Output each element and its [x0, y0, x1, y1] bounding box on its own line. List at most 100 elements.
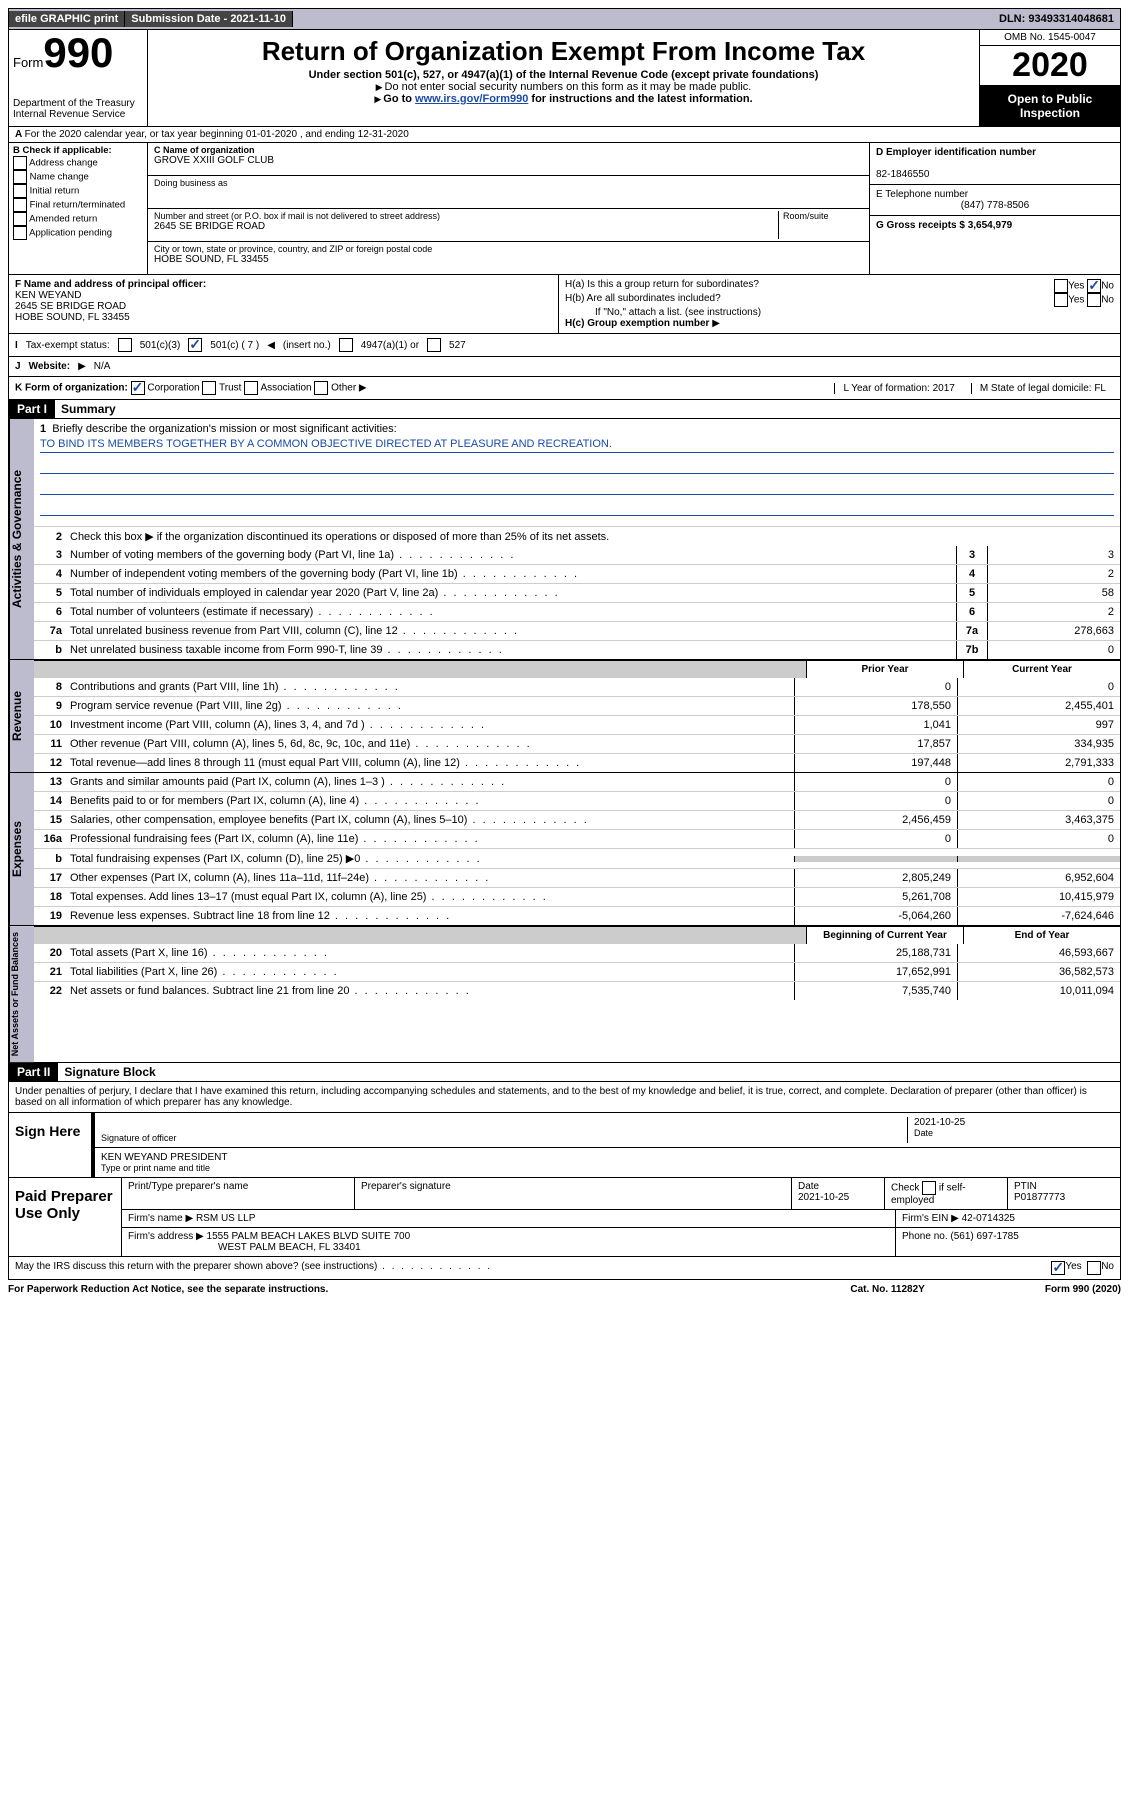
- website-value: N/A: [94, 361, 111, 372]
- sig-date-label: Date: [914, 1128, 1114, 1138]
- discuss-yes[interactable]: [1051, 1261, 1065, 1275]
- opt-other[interactable]: [314, 381, 328, 395]
- title: Return of Organization Exempt From Incom…: [152, 36, 975, 67]
- data-line: 9Program service revenue (Part VIII, lin…: [34, 696, 1120, 715]
- data-line: 15Salaries, other compensation, employee…: [34, 810, 1120, 829]
- form-header: Form990 Department of the Treasury Inter…: [8, 30, 1121, 127]
- k-row: K Form of organization: Corporation Trus…: [8, 377, 1121, 400]
- c-name-label: C Name of organization: [154, 145, 255, 155]
- self-employed-check[interactable]: [922, 1181, 936, 1195]
- org-name: GROVE XXIII GOLF CLUB: [154, 155, 863, 166]
- prep-date: 2021-10-25: [798, 1192, 849, 1203]
- mission-text: TO BIND ITS MEMBERS TOGETHER BY A COMMON…: [40, 438, 1114, 453]
- data-line: 16aProfessional fundraising fees (Part I…: [34, 829, 1120, 848]
- b-label: B Check if applicable:: [13, 145, 112, 156]
- vtab-net: Net Assets or Fund Balances: [9, 926, 34, 1062]
- vtab-rev: Revenue: [9, 660, 34, 772]
- firm-addr-label: Firm's address ▶: [128, 1231, 204, 1242]
- year-formation: L Year of formation: 2017: [834, 383, 962, 394]
- opt-501c3[interactable]: [118, 338, 132, 352]
- firm-ein: 42-0714325: [962, 1213, 1015, 1224]
- data-line: 11Other revenue (Part VIII, column (A), …: [34, 734, 1120, 753]
- part2-label: Part II: [9, 1063, 58, 1081]
- topbar: efile GRAPHIC print Submission Date - 20…: [8, 8, 1121, 30]
- declaration: Under penalties of perjury, I declare th…: [8, 1082, 1121, 1113]
- footer-left: For Paperwork Reduction Act Notice, see …: [8, 1284, 850, 1295]
- ha-yes[interactable]: [1054, 279, 1068, 293]
- footer-right: Form 990 (2020): [1045, 1284, 1121, 1295]
- officer-addr2: HOBE SOUND, FL 33455: [15, 312, 130, 323]
- footer: For Paperwork Reduction Act Notice, see …: [8, 1280, 1121, 1299]
- hc-label: H(c) Group exemption number: [565, 318, 709, 329]
- preparer-block: Paid Preparer Use Only Print/Type prepar…: [8, 1178, 1121, 1257]
- opt-pending[interactable]: Application pending: [13, 226, 143, 240]
- opt-501c[interactable]: [188, 338, 202, 352]
- gov-section: Activities & Governance 1 Briefly descri…: [8, 419, 1121, 660]
- opt-final-return[interactable]: Final return/terminated: [13, 198, 143, 212]
- firm-label: Firm's name ▶: [128, 1213, 193, 1224]
- data-line: 18Total expenses. Add lines 13–17 (must …: [34, 887, 1120, 906]
- data-line: bTotal fundraising expenses (Part IX, co…: [34, 848, 1120, 868]
- vtab-exp: Expenses: [9, 773, 34, 925]
- opt-name-change[interactable]: Name change: [13, 170, 143, 184]
- opt-address-change[interactable]: Address change: [13, 156, 143, 170]
- website-row: J Website: ▶ N/A: [8, 357, 1121, 377]
- opt-4947[interactable]: [339, 338, 353, 352]
- ein-value: 82-1846550: [876, 169, 929, 180]
- gov-line: 5Total number of individuals employed in…: [34, 583, 1120, 602]
- gov-line: bNet unrelated business taxable income f…: [34, 640, 1120, 659]
- revenue-section: Revenue Prior Year Current Year 8Contrib…: [8, 660, 1121, 773]
- firm-ein-label: Firm's EIN ▶: [902, 1213, 959, 1224]
- efile-button[interactable]: efile GRAPHIC print: [9, 11, 125, 27]
- hb-no[interactable]: [1087, 293, 1101, 307]
- gov-line: 6Total number of volunteers (estimate if…: [34, 602, 1120, 621]
- opt-initial-return[interactable]: Initial return: [13, 184, 143, 198]
- sign-here: Sign Here: [9, 1113, 92, 1177]
- firm-phone-label: Phone no.: [902, 1231, 948, 1242]
- note2-pre: Go to: [383, 93, 415, 105]
- data-line: 22Net assets or fund balances. Subtract …: [34, 981, 1120, 1000]
- data-line: 12Total revenue—add lines 8 through 11 (…: [34, 753, 1120, 772]
- gov-line: 3Number of voting members of the governi…: [34, 546, 1120, 564]
- omb: OMB No. 1545-0047: [980, 30, 1120, 46]
- data-line: 17Other expenses (Part IX, column (A), l…: [34, 868, 1120, 887]
- sig-date: 2021-10-25: [914, 1117, 1114, 1128]
- hb-yes[interactable]: [1054, 293, 1068, 307]
- section-f-h: F Name and address of principal officer:…: [8, 275, 1121, 334]
- note1: Do not enter social security numbers on …: [385, 81, 752, 93]
- hb-label: H(b) Are all subordinates included?: [565, 293, 721, 307]
- form990-link[interactable]: www.irs.gov/Form990: [415, 93, 528, 105]
- dba-label: Doing business as: [154, 178, 863, 188]
- part1-title: Summary: [55, 402, 116, 416]
- room-label: Room/suite: [778, 211, 863, 239]
- website-label: Website:: [29, 361, 71, 372]
- phone-label: E Telephone number: [876, 189, 968, 200]
- opt-corp[interactable]: [131, 381, 145, 395]
- city-label: City or town, state or province, country…: [154, 244, 863, 254]
- discuss-q: May the IRS discuss this return with the…: [15, 1261, 1051, 1275]
- col-end: End of Year: [963, 927, 1120, 944]
- sign-block: Sign Here Signature of officer 2021-10-2…: [8, 1113, 1121, 1178]
- f-label: F Name and address of principal officer:: [15, 279, 206, 290]
- col-begin: Beginning of Current Year: [806, 927, 963, 944]
- ha-no[interactable]: [1087, 279, 1101, 293]
- state-domicile: M State of legal domicile: FL: [971, 383, 1114, 394]
- opt-amended[interactable]: Amended return: [13, 212, 143, 226]
- i-label: I: [15, 340, 18, 351]
- prep-h5: PTIN: [1014, 1181, 1037, 1192]
- sig-label: Signature of officer: [101, 1133, 907, 1143]
- opt-trust[interactable]: [202, 381, 216, 395]
- officer-sign-name: KEN WEYAND PRESIDENT: [101, 1152, 1114, 1163]
- discuss-no[interactable]: [1087, 1261, 1101, 1275]
- discuss-row: May the IRS discuss this return with the…: [8, 1257, 1121, 1280]
- opt-assoc[interactable]: [244, 381, 258, 395]
- prep-h4: Check if self-employed: [885, 1178, 1008, 1209]
- opt-527[interactable]: [427, 338, 441, 352]
- prep-h1: Print/Type preparer's name: [122, 1178, 355, 1209]
- ha-label: H(a) Is this a group return for subordin…: [565, 279, 759, 293]
- status-label: Tax-exempt status:: [26, 340, 110, 351]
- vtab-gov: Activities & Governance: [9, 419, 34, 659]
- tax-status-row: I Tax-exempt status: 501(c)(3) 501(c) ( …: [8, 334, 1121, 357]
- prep-h2: Preparer's signature: [355, 1178, 792, 1209]
- subtitle: Under section 501(c), 527, or 4947(a)(1)…: [152, 69, 975, 81]
